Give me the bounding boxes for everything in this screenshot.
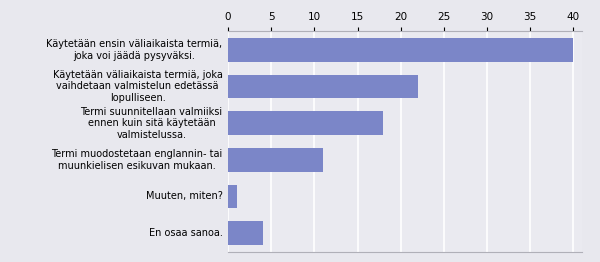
Bar xyxy=(228,75,418,99)
Bar xyxy=(228,184,236,209)
Bar xyxy=(228,221,263,245)
Bar xyxy=(228,38,574,62)
Bar xyxy=(228,111,383,135)
Bar xyxy=(228,148,323,172)
